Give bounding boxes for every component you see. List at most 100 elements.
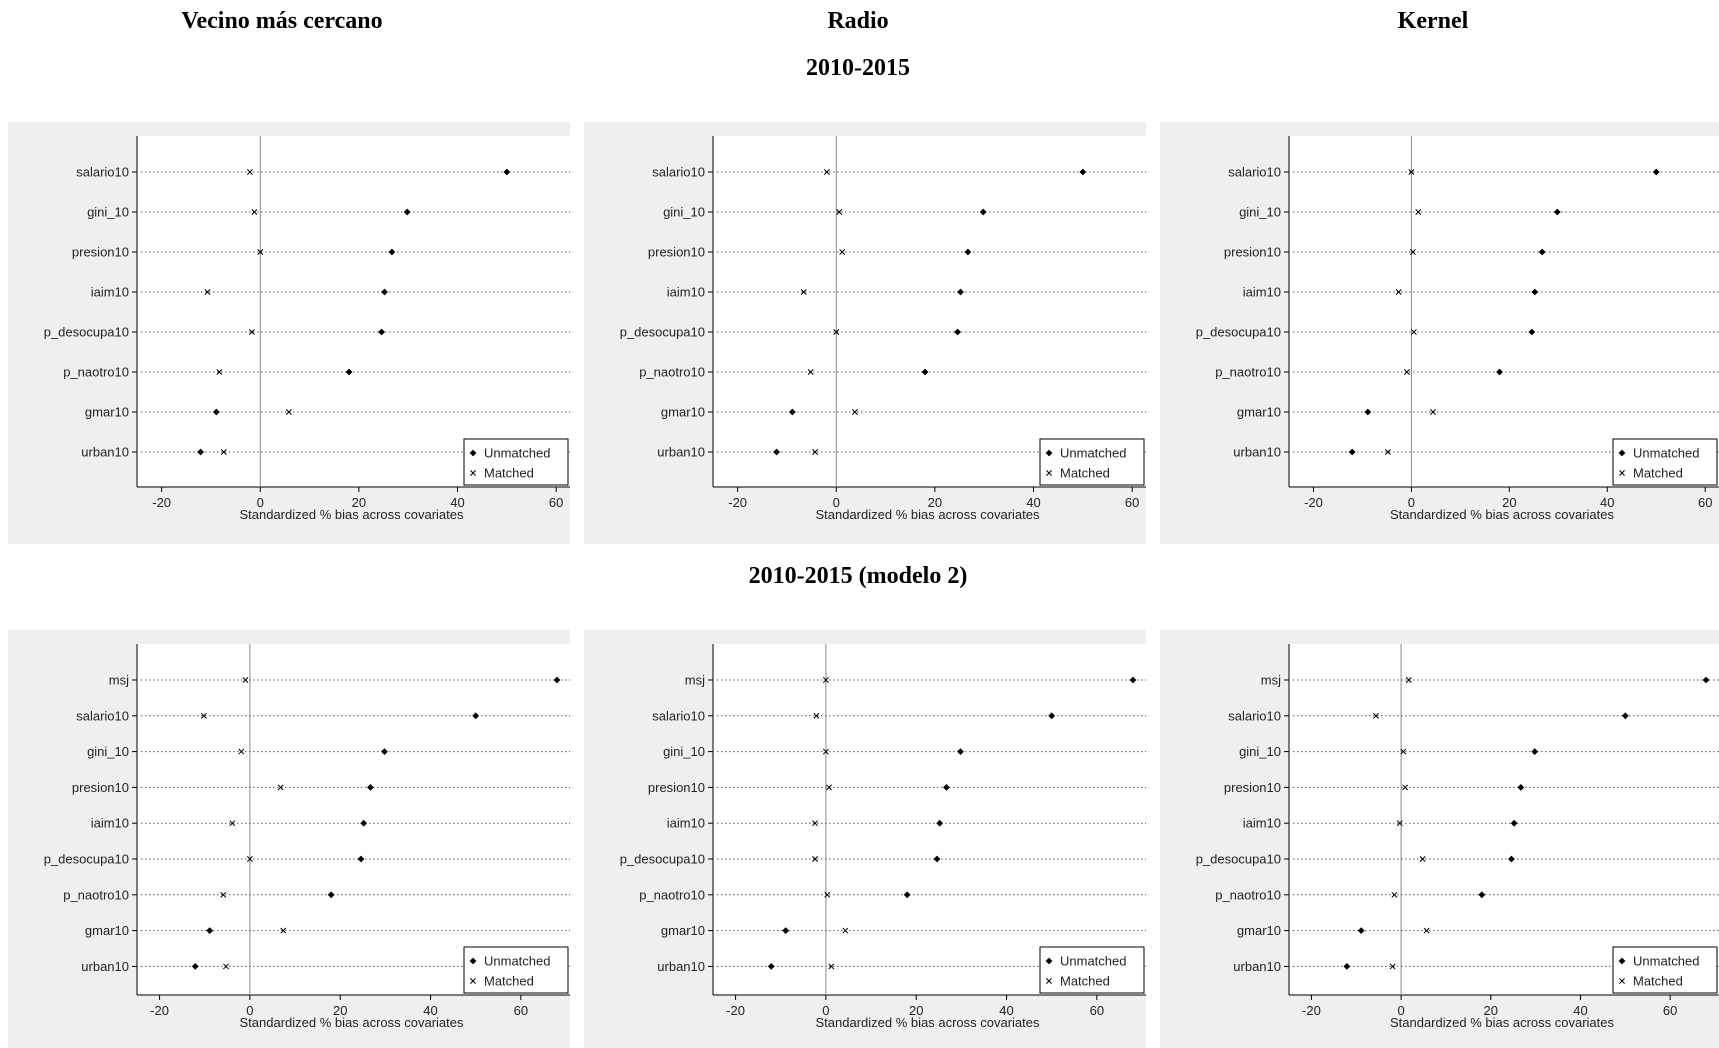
unmatched-point (206, 927, 214, 934)
unmatched-point (381, 748, 388, 755)
legend-matched-marker (1619, 978, 1625, 984)
legend-box (1039, 438, 1145, 486)
matched-point (220, 449, 227, 455)
matched-point (826, 784, 833, 791)
x-tick-label: 0 (246, 1003, 253, 1018)
matched-point (807, 369, 814, 375)
y-tick-label: msj (1261, 673, 1281, 688)
y-tick-label: iaim10 (91, 285, 129, 300)
unmatched-point (1553, 208, 1561, 216)
x-axis-label: Standardized % bias across covariates (1390, 507, 1615, 522)
matched-point (839, 249, 846, 255)
legend-unmatched-marker (469, 957, 477, 965)
y-tick-label: gmar10 (1237, 405, 1281, 420)
matched-point (246, 169, 253, 175)
x-tick-label: -20 (1304, 495, 1323, 510)
y-tick-label: p_naotro10 (63, 887, 129, 902)
legend-box (1612, 946, 1718, 994)
x-tick-label: -20 (726, 1003, 745, 1018)
unmatched-point (1531, 748, 1539, 755)
unmatched-point (1531, 288, 1539, 296)
matched-point (1408, 169, 1415, 175)
matched-point (1389, 963, 1396, 970)
y-tick-label: presion10 (1224, 780, 1281, 795)
unmatched-point (553, 676, 561, 684)
x-tick-label: 0 (1397, 1003, 1404, 1018)
legend-unmatched-marker (1045, 957, 1053, 965)
unmatched-point (1496, 368, 1503, 376)
chart-panel-2: salario10 gini_10 presion10 iaim10 p_desocup… (584, 122, 1146, 544)
legend-box (463, 438, 569, 486)
x-tick-label: 40 (1026, 495, 1040, 510)
matched-point (220, 891, 227, 898)
matched-point (251, 209, 258, 215)
y-tick-label: urban10 (1233, 959, 1281, 974)
y-tick-label: salario10 (1228, 165, 1281, 180)
unmatched-point (782, 927, 790, 934)
matched-point (200, 712, 207, 719)
legend-matched-label: Matched (1633, 974, 1683, 989)
legend-matched-marker (1046, 978, 1052, 984)
matched-point (812, 449, 819, 455)
y-tick-label: gmar10 (85, 923, 129, 938)
y-tick-label: gmar10 (85, 405, 129, 420)
unmatched-point (1478, 891, 1486, 899)
section-header-2010-2015-modelo-2: 2010-2015 (modelo 2) (748, 563, 968, 589)
x-axis-label: Standardized % bias across covariates (1390, 1015, 1615, 1030)
legend-unmatched-label: Unmatched (1633, 446, 1699, 461)
x-tick-label: -20 (150, 1003, 169, 1018)
unmatched-point (197, 448, 205, 456)
unmatched-point (403, 208, 411, 216)
matched-point (1402, 784, 1409, 791)
matched-point (246, 856, 253, 862)
chart-panel-4: msj salario10 gini_10 presion10 iaim10 p_deso… (8, 630, 570, 1048)
y-tick-label: presion10 (648, 245, 705, 260)
column-header-radio: Radio (827, 8, 889, 34)
legend-unmatched-label: Unmatched (484, 954, 550, 969)
unmatched-point (503, 168, 511, 176)
matched-point (257, 249, 264, 255)
y-tick-label: iaim10 (1243, 285, 1281, 300)
x-axis-label: Standardized % bias across covariates (239, 507, 464, 522)
y-tick-label: p_desocupa10 (620, 852, 705, 867)
unmatched-point (933, 855, 941, 863)
matched-point (824, 891, 831, 898)
x-tick-label: 20 (928, 495, 942, 510)
y-tick-label: iaim10 (1243, 816, 1281, 831)
y-tick-label: gini_10 (663, 205, 705, 220)
unmatched-point (943, 784, 950, 791)
y-tick-label: urban10 (81, 959, 129, 974)
matched-point (812, 820, 819, 827)
unmatched-point (191, 963, 199, 970)
plot-area (1289, 136, 1719, 487)
x-tick-label: 0 (257, 495, 264, 510)
y-tick-label: salario10 (76, 165, 129, 180)
x-tick-label: 40 (1573, 1003, 1587, 1018)
x-tick-label: 60 (1663, 1003, 1677, 1018)
unmatched-point (327, 891, 335, 899)
y-tick-label: urban10 (657, 959, 705, 974)
y-tick-label: presion10 (648, 780, 705, 795)
legend-box (1039, 946, 1145, 994)
y-tick-label: gini_10 (663, 744, 705, 759)
x-tick-label: 40 (999, 1003, 1013, 1018)
x-tick-label: 60 (549, 495, 563, 510)
unmatched-point (957, 288, 964, 296)
legend-unmatched-label: Unmatched (1633, 954, 1699, 969)
matched-point (1395, 289, 1402, 295)
chart-panel-5: msj salario10 gini_10 presion10 iaim10 p_deso… (584, 630, 1146, 1048)
y-tick-label: p_naotro10 (639, 887, 705, 902)
y-tick-label: gini_10 (1239, 744, 1281, 759)
unmatched-point (388, 248, 396, 256)
matched-point (242, 677, 249, 683)
chart-panel-3: salario10 gini_10 presion10 iaim10 p_desocup… (1160, 122, 1719, 544)
matched-point (812, 856, 819, 862)
unmatched-point (1357, 927, 1365, 934)
x-tick-label: 0 (833, 495, 840, 510)
matched-point (1404, 369, 1410, 375)
x-axis-label: Standardized % bias across covariates (815, 1015, 1040, 1030)
plot-area (713, 644, 1146, 995)
legend-unmatched-label: Unmatched (484, 446, 550, 461)
y-tick-label: presion10 (72, 245, 129, 260)
chart-6-svg: msj salario10 gini_10 presion10 iaim10 p_deso… (1196, 644, 1719, 1030)
